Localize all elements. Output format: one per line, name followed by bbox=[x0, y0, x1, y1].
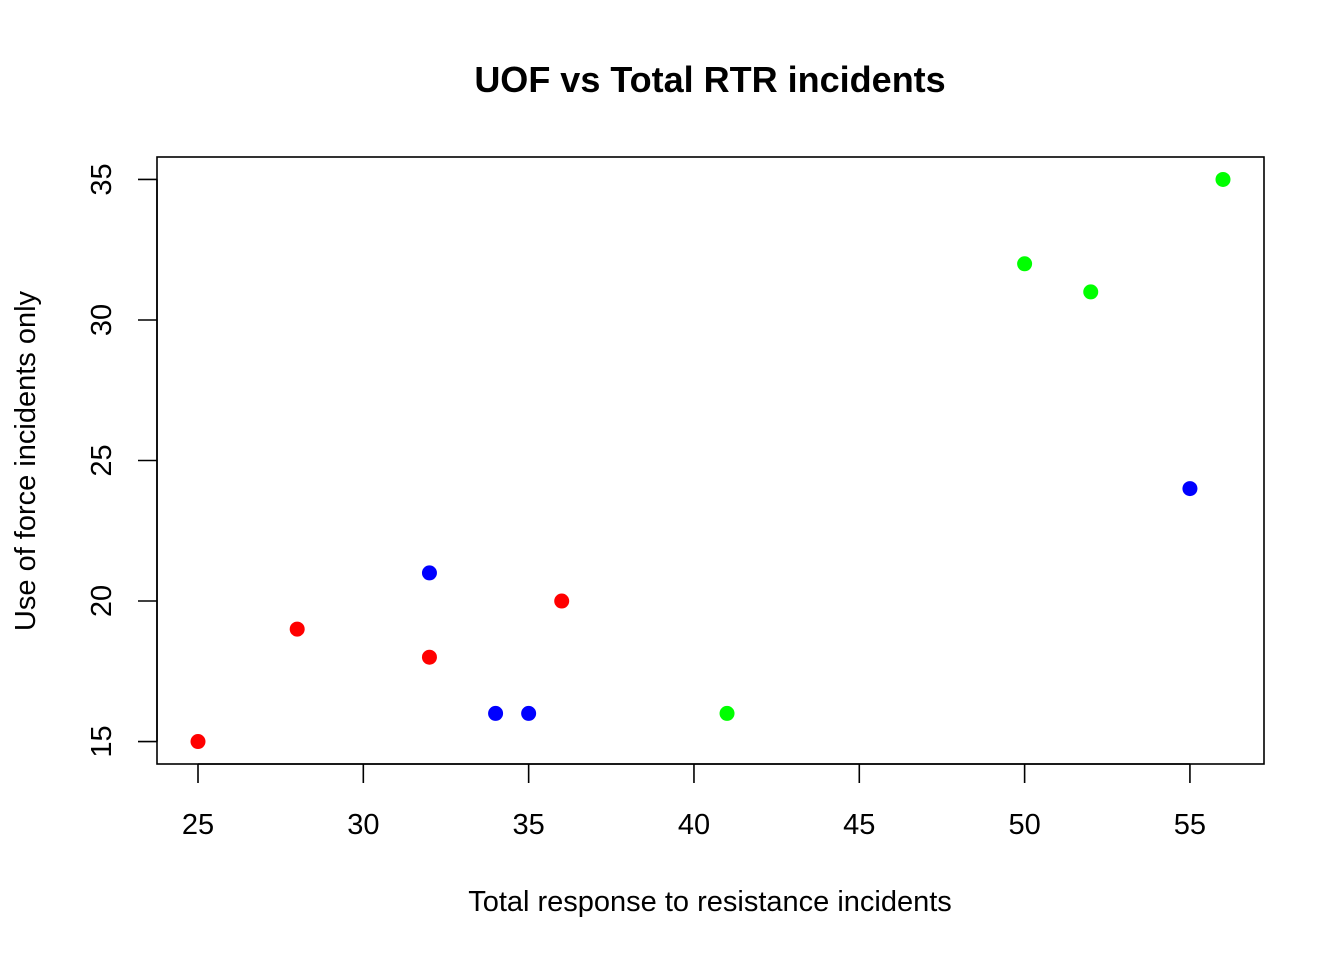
y-tick-label: 25 bbox=[86, 444, 118, 476]
data-point bbox=[289, 621, 305, 637]
y-tick-label: 35 bbox=[86, 163, 118, 195]
y-axis-label: Use of force incidents only bbox=[10, 290, 42, 631]
data-point bbox=[554, 593, 570, 609]
data-point bbox=[190, 734, 206, 750]
x-tick-label: 50 bbox=[1008, 809, 1040, 841]
data-point bbox=[1017, 256, 1033, 272]
y-tick-label: 30 bbox=[86, 304, 118, 336]
data-point bbox=[1215, 171, 1231, 187]
x-tick-label: 55 bbox=[1174, 809, 1206, 841]
data-point bbox=[1083, 284, 1099, 300]
x-tick-label: 30 bbox=[347, 809, 379, 841]
data-point bbox=[421, 565, 437, 581]
data-points bbox=[190, 171, 1231, 750]
plot-frame bbox=[156, 156, 1265, 765]
data-point bbox=[421, 649, 437, 665]
x-tick-label: 40 bbox=[678, 809, 710, 841]
y-tick-label: 20 bbox=[86, 585, 118, 617]
x-tick-label: 35 bbox=[513, 809, 545, 841]
x-tick-label: 25 bbox=[182, 809, 214, 841]
data-point bbox=[1182, 481, 1198, 497]
data-point bbox=[719, 705, 735, 721]
chart-title: UOF vs Total RTR incidents bbox=[474, 59, 945, 100]
data-point bbox=[521, 705, 537, 721]
x-axis-label: Total response to resistance incidents bbox=[468, 886, 952, 918]
y-axis: 15 20 25 30 35 bbox=[86, 163, 158, 758]
x-tick-label: 45 bbox=[843, 809, 875, 841]
x-axis: 25 30 35 40 45 50 55 bbox=[182, 763, 1206, 841]
y-tick-label: 15 bbox=[86, 725, 118, 757]
data-point bbox=[488, 705, 504, 721]
